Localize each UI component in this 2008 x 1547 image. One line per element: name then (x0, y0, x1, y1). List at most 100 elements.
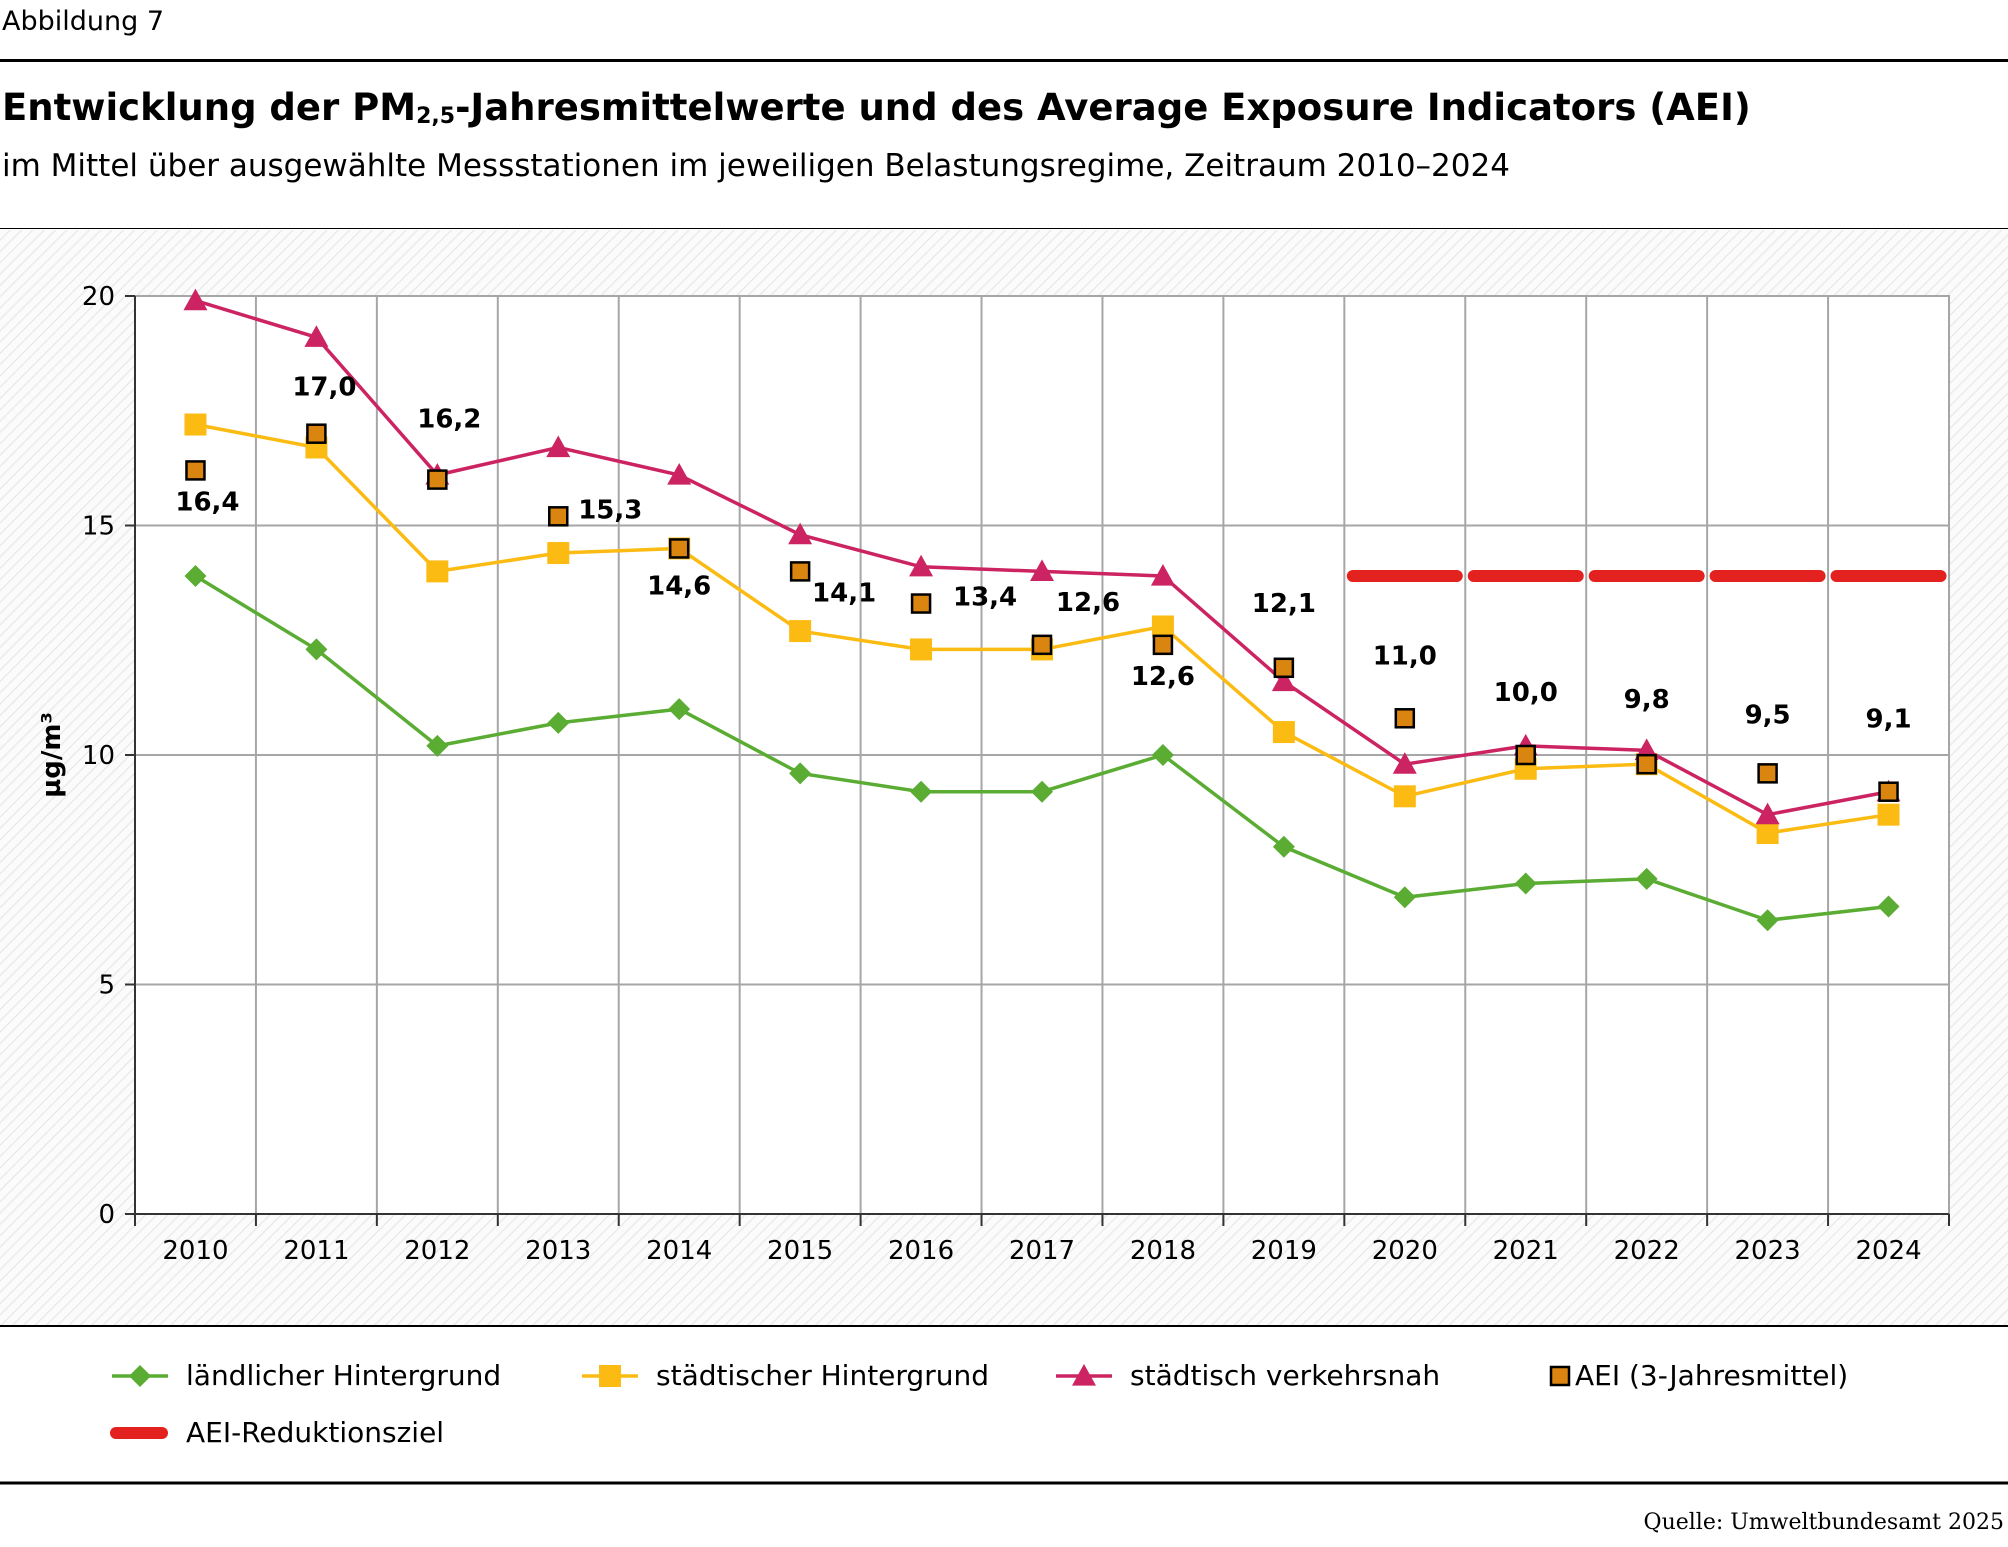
y-tick-label: 15 (82, 512, 115, 542)
chart: 0 5 10 15 20 2010 2011 2012 2013 2014 2015 2016 2017… (0, 228, 2008, 1485)
series-point (1514, 872, 1537, 895)
x-tick-label: 2015 (767, 1236, 833, 1266)
series-point (1151, 744, 1174, 766)
legend-label: städtischer Hintergrund (656, 1359, 989, 1392)
legend-item: städtischer Hintergrund (582, 1359, 989, 1392)
legend-item: städtisch verkehrsnah (1056, 1359, 1440, 1392)
series-point (1756, 822, 1779, 845)
series-point (305, 638, 328, 661)
x-tick-label: 2020 (1372, 1236, 1438, 1266)
x-tick-label: 2016 (888, 1236, 954, 1266)
y-tick-label: 10 (82, 741, 115, 771)
series-point (667, 463, 692, 485)
series-point (1393, 886, 1416, 909)
x-tick-label: 2011 (283, 1236, 349, 1266)
y-tick-label: 20 (82, 282, 115, 312)
y-axis-label: µg/m³ (37, 712, 67, 798)
series-point (668, 698, 691, 721)
aei-data-label: 15,3 (578, 495, 642, 525)
axes: 0 5 10 15 20 2010 2011 2012 2013 2014 2015 2016 2017… (37, 282, 1950, 1266)
series-point (1393, 785, 1416, 808)
aei-data-label: 12,6 (1131, 662, 1195, 692)
series-point (910, 638, 933, 661)
aei-data-label: 16,2 (417, 405, 481, 435)
series-point (183, 288, 208, 311)
y-tick-label: 0 (98, 1200, 115, 1230)
legend-swatch-marker (599, 1365, 621, 1387)
legend-label: AEI (3-Jahresmittel) (1575, 1359, 1848, 1392)
series-point (426, 734, 449, 757)
series-point (547, 711, 570, 734)
aei-data-label: 11,0 (1373, 641, 1437, 671)
series-point (1030, 559, 1054, 581)
aei-data-label: 13,4 (953, 583, 1017, 613)
legend: ländlicher Hintergrund städtischer Hinter… (110, 1359, 1848, 1449)
data-labels: 16,4 17,0 16,2 15,3 14,6 14,1 13,4 12,6 12,6 12,1… (175, 373, 1911, 735)
aei-data-label: 14,1 (812, 578, 876, 608)
aei-data-label: 17,0 (292, 373, 356, 403)
figure-label: Abbildung 7 (2, 6, 165, 37)
series-point (789, 762, 812, 785)
aei-point (1757, 763, 1778, 784)
x-tick-label: 2019 (1251, 1236, 1317, 1266)
series-point (910, 780, 933, 803)
legend-swatch-marker (1072, 1364, 1096, 1386)
aei-point (1515, 744, 1536, 766)
legend-label: ländlicher Hintergrund (186, 1359, 501, 1392)
aei-data-label: 14,6 (647, 571, 711, 601)
x-tick-label: 2010 (162, 1236, 228, 1266)
aei-point (1152, 634, 1174, 656)
series-point (1271, 669, 1296, 692)
legend-item: AEI-Reduktionsziel (110, 1416, 444, 1449)
legend-swatch (1549, 1365, 1571, 1387)
chart-subtitle: im Mittel über ausgewählte Messstationen… (2, 148, 1510, 184)
aei-point (910, 593, 932, 614)
series-point (426, 560, 449, 583)
top-rule (0, 59, 2008, 62)
legend-label: städtisch verkehrsnah (1130, 1359, 1440, 1392)
series-point (1031, 780, 1053, 803)
x-tick-label: 2014 (646, 1236, 712, 1266)
series-point (1392, 752, 1417, 774)
aei-point (789, 561, 811, 582)
series-point (788, 522, 813, 545)
series-point (1756, 909, 1779, 932)
series-point (184, 413, 207, 436)
series-point (909, 554, 934, 577)
x-tick-label: 2013 (525, 1236, 591, 1266)
x-tick-label: 2024 (1855, 1236, 1921, 1266)
series-point (547, 542, 570, 565)
x-tick-label: 2017 (1009, 1236, 1075, 1266)
aei-point (1031, 634, 1053, 656)
series-point (1272, 835, 1295, 858)
series-point (1635, 867, 1658, 890)
aei-point (1878, 781, 1899, 802)
aei-point (185, 460, 206, 481)
aei-data-label: 9,8 (1624, 685, 1670, 715)
legend-label: AEI-Reduktionsziel (186, 1416, 444, 1449)
aei-data-label: 16,4 (175, 487, 239, 517)
aei-data-label: 12,1 (1252, 589, 1316, 619)
aei-point (1636, 753, 1657, 775)
series-point (1151, 615, 1174, 638)
aei-point (306, 423, 327, 444)
aei-point (548, 506, 569, 527)
x-tick-label: 2022 (1614, 1236, 1680, 1266)
legend-item: AEI (3-Jahresmittel) (1549, 1359, 1848, 1392)
aei-point (1394, 708, 1416, 729)
series-point (1755, 802, 1780, 825)
aei-point (427, 469, 448, 490)
series-point (546, 435, 571, 458)
series-point (1272, 721, 1295, 744)
series-point (1877, 803, 1900, 826)
series-layer (183, 288, 1947, 932)
series-point (184, 564, 207, 587)
x-tick-label: 2023 (1735, 1236, 1801, 1266)
series-point (304, 325, 329, 347)
series-point (1877, 895, 1900, 918)
source-note: Quelle: Umweltbundesamt 2025 (1643, 1510, 2004, 1535)
aei-data-label: 12,6 (1056, 588, 1120, 618)
aei-point (668, 538, 690, 559)
x-tick-label: 2021 (1493, 1236, 1559, 1266)
x-tick-label: 2018 (1130, 1236, 1196, 1266)
